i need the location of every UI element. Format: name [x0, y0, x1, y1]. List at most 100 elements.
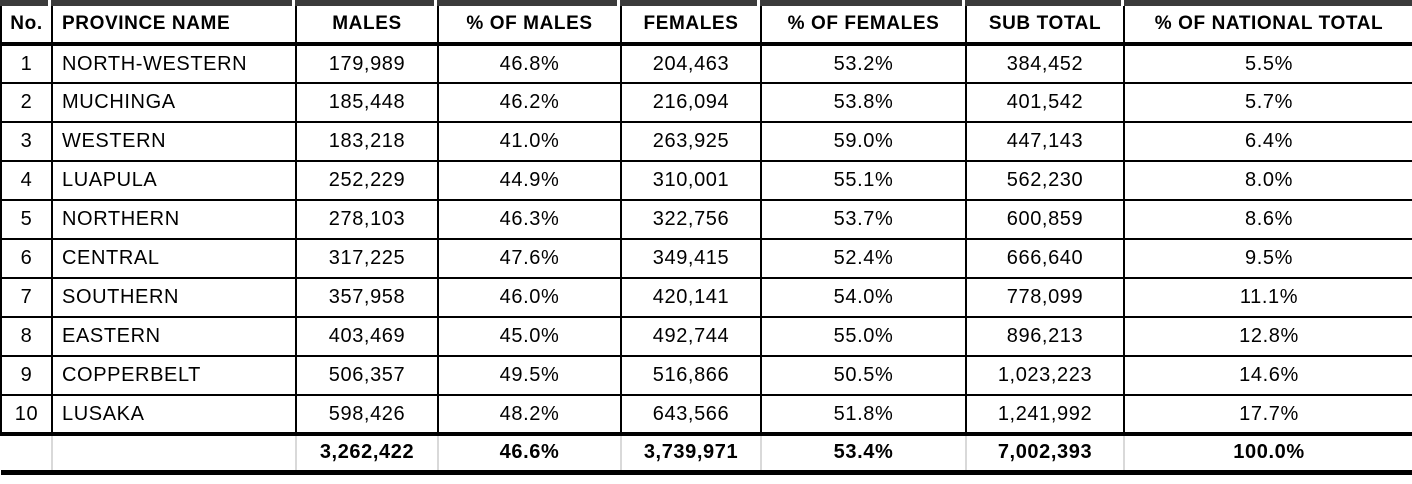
province-population-table: No. PROVINCE NAME MALES % OF MALES FEMAL… [0, 6, 1412, 475]
cell-females: 349,415 [620, 239, 761, 279]
cell-no: 3 [0, 122, 52, 162]
col-header-province-name: PROVINCE NAME [51, 6, 296, 46]
cell-national-pct: 5.5% [1123, 44, 1412, 84]
total-females-pct: 53.4% [760, 432, 966, 475]
cell-national-pct: 14.6% [1123, 356, 1412, 396]
cell-males: 357,958 [295, 278, 438, 318]
cell-males-pct: 41.0% [437, 122, 621, 162]
col-header-pct-national-total: % OF NATIONAL TOTAL [1123, 6, 1412, 46]
cell-males-pct: 47.6% [437, 239, 621, 279]
cell-males-pct: 46.8% [437, 44, 621, 84]
cell-females-pct: 55.0% [760, 317, 966, 357]
cell-province: EASTERN [51, 317, 296, 357]
cell-national-pct: 6.4% [1123, 122, 1412, 162]
cell-females-pct: 52.4% [760, 239, 966, 279]
cell-females-pct: 53.8% [760, 83, 966, 123]
cell-no: 6 [0, 239, 52, 279]
cell-province: NORTH-WESTERN [51, 44, 296, 84]
table-row: 3 WESTERN 183,218 41.0% 263,925 59.0% 44… [0, 122, 1412, 162]
cell-males-pct: 49.5% [437, 356, 621, 396]
cell-males: 403,469 [295, 317, 438, 357]
cell-females: 310,001 [620, 161, 761, 201]
cell-females: 516,866 [620, 356, 761, 396]
cell-females: 263,925 [620, 122, 761, 162]
strip-segment [437, 0, 620, 6]
cell-subtotal: 562,230 [965, 161, 1124, 201]
totals-row: 3,262,422 46.6% 3,739,971 53.4% 7,002,39… [1, 432, 1412, 475]
total-females: 3,739,971 [620, 432, 761, 475]
total-males: 3,262,422 [295, 432, 438, 475]
cell-national-pct: 17.7% [1123, 395, 1412, 435]
cell-females: 492,744 [620, 317, 761, 357]
table-row: 4 LUAPULA 252,229 44.9% 310,001 55.1% 56… [0, 161, 1412, 201]
col-header-males: MALES [295, 6, 438, 46]
cell-subtotal: 401,542 [965, 83, 1124, 123]
cell-females: 216,094 [620, 83, 761, 123]
cell-national-pct: 5.7% [1123, 83, 1412, 123]
col-header-females: FEMALES [620, 6, 761, 46]
cell-females-pct: 53.7% [760, 200, 966, 240]
cell-no: 1 [0, 44, 52, 84]
cell-males: 598,426 [295, 395, 438, 435]
cell-females-pct: 50.5% [760, 356, 966, 396]
cell-province: MUCHINGA [51, 83, 296, 123]
cell-national-pct: 11.1% [1123, 278, 1412, 318]
cell-province: LUAPULA [51, 161, 296, 201]
table-row: 5 NORTHERN 278,103 46.3% 322,756 53.7% 6… [0, 200, 1412, 240]
cell-females-pct: 59.0% [760, 122, 966, 162]
cell-females-pct: 51.8% [760, 395, 966, 435]
cell-males-pct: 44.9% [437, 161, 621, 201]
cell-national-pct: 8.6% [1123, 200, 1412, 240]
cell-no: 5 [0, 200, 52, 240]
strip-segment [620, 0, 760, 6]
cell-subtotal: 600,859 [965, 200, 1124, 240]
cell-national-pct: 12.8% [1123, 317, 1412, 357]
cell-males: 179,989 [295, 44, 438, 84]
table-row: 6 CENTRAL 317,225 47.6% 349,415 52.4% 66… [0, 239, 1412, 279]
cell-subtotal: 896,213 [965, 317, 1124, 357]
cell-females: 204,463 [620, 44, 761, 84]
strip-segment [1124, 0, 1412, 6]
cell-females-pct: 54.0% [760, 278, 966, 318]
cell-males-pct: 48.2% [437, 395, 621, 435]
cell-males-pct: 46.3% [437, 200, 621, 240]
cell-males: 506,357 [295, 356, 438, 396]
strip-segment [51, 0, 295, 6]
strip-segment [965, 0, 1124, 6]
total-subtotal: 7,002,393 [965, 432, 1124, 475]
table-row: 2 MUCHINGA 185,448 46.2% 216,094 53.8% 4… [0, 83, 1412, 123]
col-header-pct-females: % OF FEMALES [760, 6, 966, 46]
col-header-sub-total: SUB TOTAL [965, 6, 1124, 46]
cell-province: SOUTHERN [51, 278, 296, 318]
cell-no: 4 [0, 161, 52, 201]
cell-no: 9 [0, 356, 52, 396]
cell-no: 8 [0, 317, 52, 357]
table-top-border-strip [0, 0, 1412, 6]
cell-males: 252,229 [295, 161, 438, 201]
cell-subtotal: 447,143 [965, 122, 1124, 162]
cell-subtotal: 1,023,223 [965, 356, 1124, 396]
strip-segment [0, 0, 51, 6]
cell-subtotal: 666,640 [965, 239, 1124, 279]
cell-national-pct: 8.0% [1123, 161, 1412, 201]
table-row: 8 EASTERN 403,469 45.0% 492,744 55.0% 89… [0, 317, 1412, 357]
table-row: 9 COPPERBELT 506,357 49.5% 516,866 50.5%… [0, 356, 1412, 396]
table-row: 10 LUSAKA 598,426 48.2% 643,566 51.8% 1,… [0, 395, 1412, 435]
cell-females: 643,566 [620, 395, 761, 435]
table-row: 1 NORTH-WESTERN 179,989 46.8% 204,463 53… [0, 44, 1412, 84]
cell-subtotal: 778,099 [965, 278, 1124, 318]
header-row: No. PROVINCE NAME MALES % OF MALES FEMAL… [0, 6, 1412, 46]
cell-males-pct: 46.2% [437, 83, 621, 123]
col-header-pct-males: % OF MALES [437, 6, 621, 46]
cell-province: CENTRAL [51, 239, 296, 279]
cell-province: COPPERBELT [51, 356, 296, 396]
total-males-pct: 46.6% [437, 432, 621, 475]
cell-subtotal: 384,452 [965, 44, 1124, 84]
cell-males: 278,103 [295, 200, 438, 240]
col-header-no: No. [0, 6, 52, 46]
cell-no: 2 [0, 83, 52, 123]
cell-females: 420,141 [620, 278, 761, 318]
total-empty-province-cell [51, 432, 296, 475]
cell-national-pct: 9.5% [1123, 239, 1412, 279]
